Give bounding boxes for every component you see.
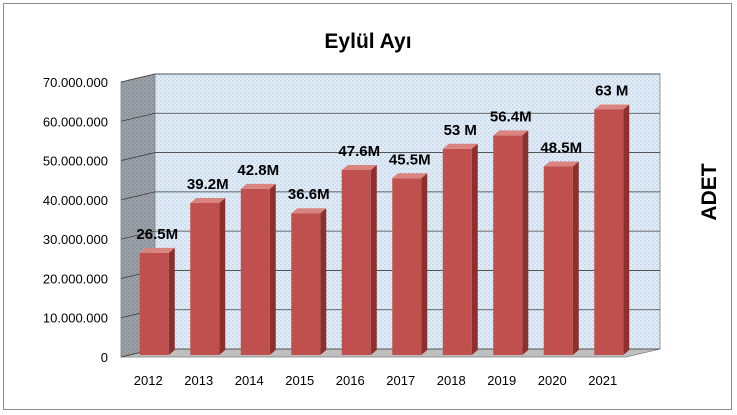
bar-top [291,208,327,214]
bar-front [291,213,321,355]
bar [341,165,377,355]
x-tick-label: 2012 [134,373,163,388]
bar [392,173,428,355]
bar [543,161,579,355]
bar [493,130,529,355]
bar [139,247,175,355]
data-label: 26.5M [136,226,178,243]
bar-side [320,208,327,355]
bar [442,143,478,355]
bar-top [392,173,428,179]
bar-side [522,130,529,355]
bar-front [442,148,472,355]
x-tick-label: 2020 [538,373,567,388]
y-tick-label: 60.000.000 [43,114,108,129]
bar [190,198,226,355]
data-label: 56.4M [490,108,532,125]
bar-front [594,109,624,355]
chart-title: Eylül Ayı [324,30,411,53]
data-label: 42.8M [237,162,279,179]
bar-front [341,170,371,355]
bar [291,208,327,355]
y-tick-label: 50.000.000 [43,154,108,169]
bar-side [168,247,175,355]
bar-side [219,198,226,355]
bar-side [421,173,428,355]
bar-side [623,104,630,355]
bar-top [190,198,226,203]
x-tick-label: 2015 [285,373,314,388]
bar-front [493,135,523,355]
gridline [120,191,660,201]
y-tick-label: 0 [101,350,108,365]
bar-top [341,165,377,170]
bar-side [269,183,276,355]
gridline [120,73,660,83]
bar-front [392,178,422,355]
gridline [120,230,660,240]
bar-top [594,104,630,110]
y-tick-label: 70.000.000 [43,75,108,90]
y-tick-label: 20.000.000 [43,271,108,286]
data-label: 53 M [444,122,477,139]
bar [240,183,276,355]
bar-side [370,165,377,355]
bar-front [543,166,573,355]
data-label: 47.6M [338,143,380,160]
x-tick-label: 2014 [235,373,264,388]
bar-top [543,161,579,167]
x-tick-label: 2016 [336,373,365,388]
bar-side [471,143,478,355]
bar-front [139,252,169,355]
gridline [120,152,660,161]
data-label: 36.6M [288,186,330,203]
bar-top [442,143,478,149]
bar-top [240,183,276,189]
x-tick-label: 2018 [437,373,466,388]
y-tick-label: 30.000.000 [43,232,108,247]
y-tick-label: 40.000.000 [43,193,108,208]
x-tick-label: 2021 [588,373,617,388]
x-tick-label: 2017 [386,373,415,388]
gridline [120,112,660,122]
bar-front [190,203,220,355]
bar-front [240,188,270,355]
data-label: 45.5M [389,151,431,168]
y-tick-label: 10.000.000 [43,311,108,326]
bar [594,104,630,355]
data-label: 39.2M [187,176,229,193]
bar-top [139,247,175,253]
bar-top [493,130,529,136]
bar-side [572,161,579,355]
x-tick-label: 2019 [487,373,516,388]
data-label: 48.5M [540,139,582,156]
x-tick-label: 2013 [184,373,213,388]
y-axis-label: ADET [698,163,721,220]
data-label: 63 M [595,83,628,100]
